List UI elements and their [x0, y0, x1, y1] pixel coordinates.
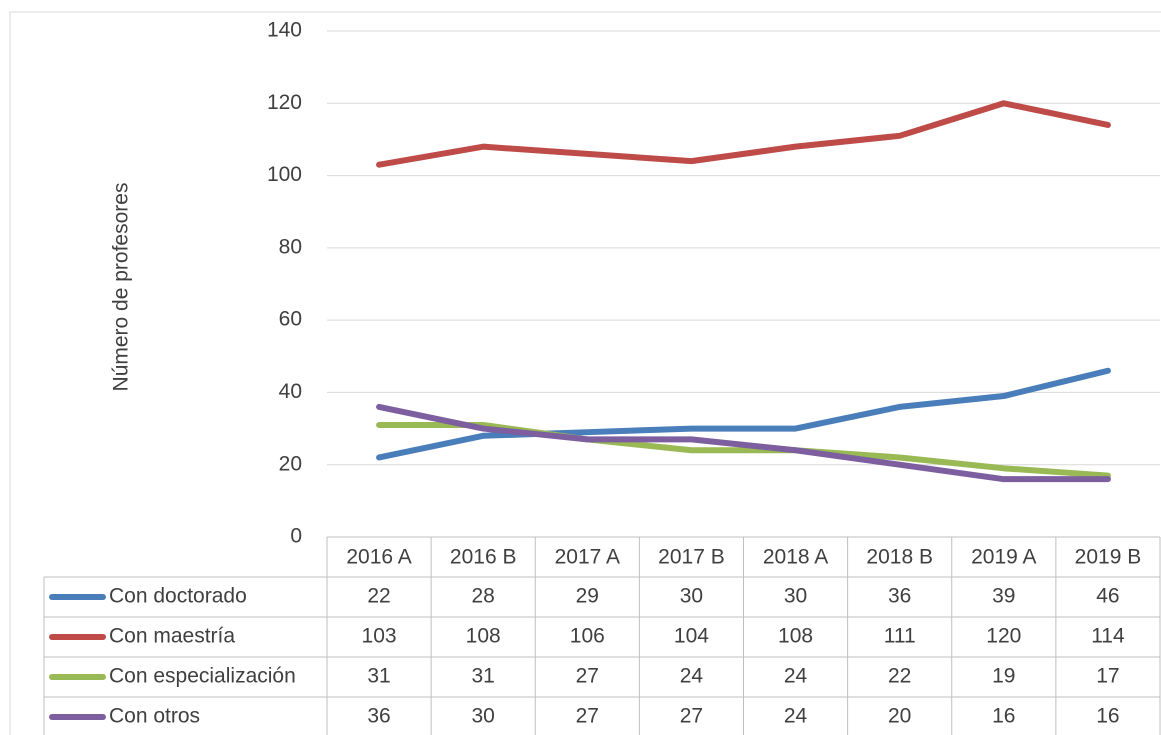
series-line	[376, 421, 1111, 479]
table-cell: 114	[1091, 625, 1125, 648]
y-tick-label: 40	[279, 380, 302, 403]
table-cell: 30	[784, 585, 807, 608]
y-tick-label: 120	[267, 91, 302, 114]
table-cell: 24	[784, 665, 808, 688]
y-axis-title: Número de profesores	[110, 183, 133, 392]
table-cell: 39	[992, 585, 1015, 608]
y-tick-label: 0	[290, 525, 302, 548]
table-cell: 19	[992, 665, 1015, 688]
y-tick-label: 20	[279, 452, 302, 475]
x-tick-label: 2018 A	[763, 546, 828, 569]
table-cell: 120	[986, 625, 1021, 648]
series-line	[376, 367, 1111, 461]
x-tick-label: 2017 B	[658, 546, 725, 569]
series-line	[376, 403, 1111, 483]
table-cell: 108	[466, 625, 501, 648]
table-cell: 106	[570, 625, 605, 648]
legend-label: Con maestría	[109, 625, 235, 648]
table-cell: 27	[680, 705, 703, 728]
table-cell: 108	[778, 625, 813, 648]
series-line	[376, 100, 1111, 168]
table-cell: 104	[674, 625, 709, 648]
table-cell: 24	[784, 705, 808, 728]
legend-label: Con doctorado	[109, 585, 247, 608]
table-cell: 17	[1096, 665, 1119, 688]
table-cell: 27	[576, 665, 599, 688]
y-tick-label: 80	[279, 235, 302, 258]
table-cell: 22	[888, 665, 911, 688]
table-cell: 111	[884, 625, 916, 648]
table-cell: 103	[362, 625, 397, 648]
chart-border	[9, 11, 1161, 735]
table-cell: 16	[1096, 705, 1119, 728]
y-tick-label: 140	[267, 19, 302, 42]
x-tick-label: 2017 A	[555, 546, 620, 569]
legend-label: Con especialización	[109, 665, 296, 688]
table-cell: 31	[367, 665, 390, 688]
x-tick-label: 2019 A	[971, 546, 1036, 569]
table-cell: 16	[992, 705, 1015, 728]
table-cell: 28	[472, 585, 495, 608]
x-tick-label: 2018 B	[866, 546, 933, 569]
table-cell: 29	[576, 585, 599, 608]
legend-label: Con otros	[109, 705, 200, 728]
x-tick-label: 2016 B	[450, 546, 517, 569]
table-cell: 46	[1096, 585, 1119, 608]
table-cell: 36	[888, 585, 911, 608]
y-tick-label: 60	[279, 308, 302, 331]
table-cell: 20	[888, 705, 911, 728]
y-tick-label: 100	[267, 163, 302, 186]
table-cell: 36	[367, 705, 390, 728]
table-cell: 27	[576, 705, 599, 728]
x-tick-label: 2016 A	[346, 546, 411, 569]
x-tick-label: 2019 B	[1075, 546, 1142, 569]
table-cell: 31	[472, 665, 495, 688]
table-cell: 22	[367, 585, 390, 608]
table-cell: 24	[680, 665, 704, 688]
table-cell: 30	[472, 705, 495, 728]
table-cell: 30	[680, 585, 703, 608]
